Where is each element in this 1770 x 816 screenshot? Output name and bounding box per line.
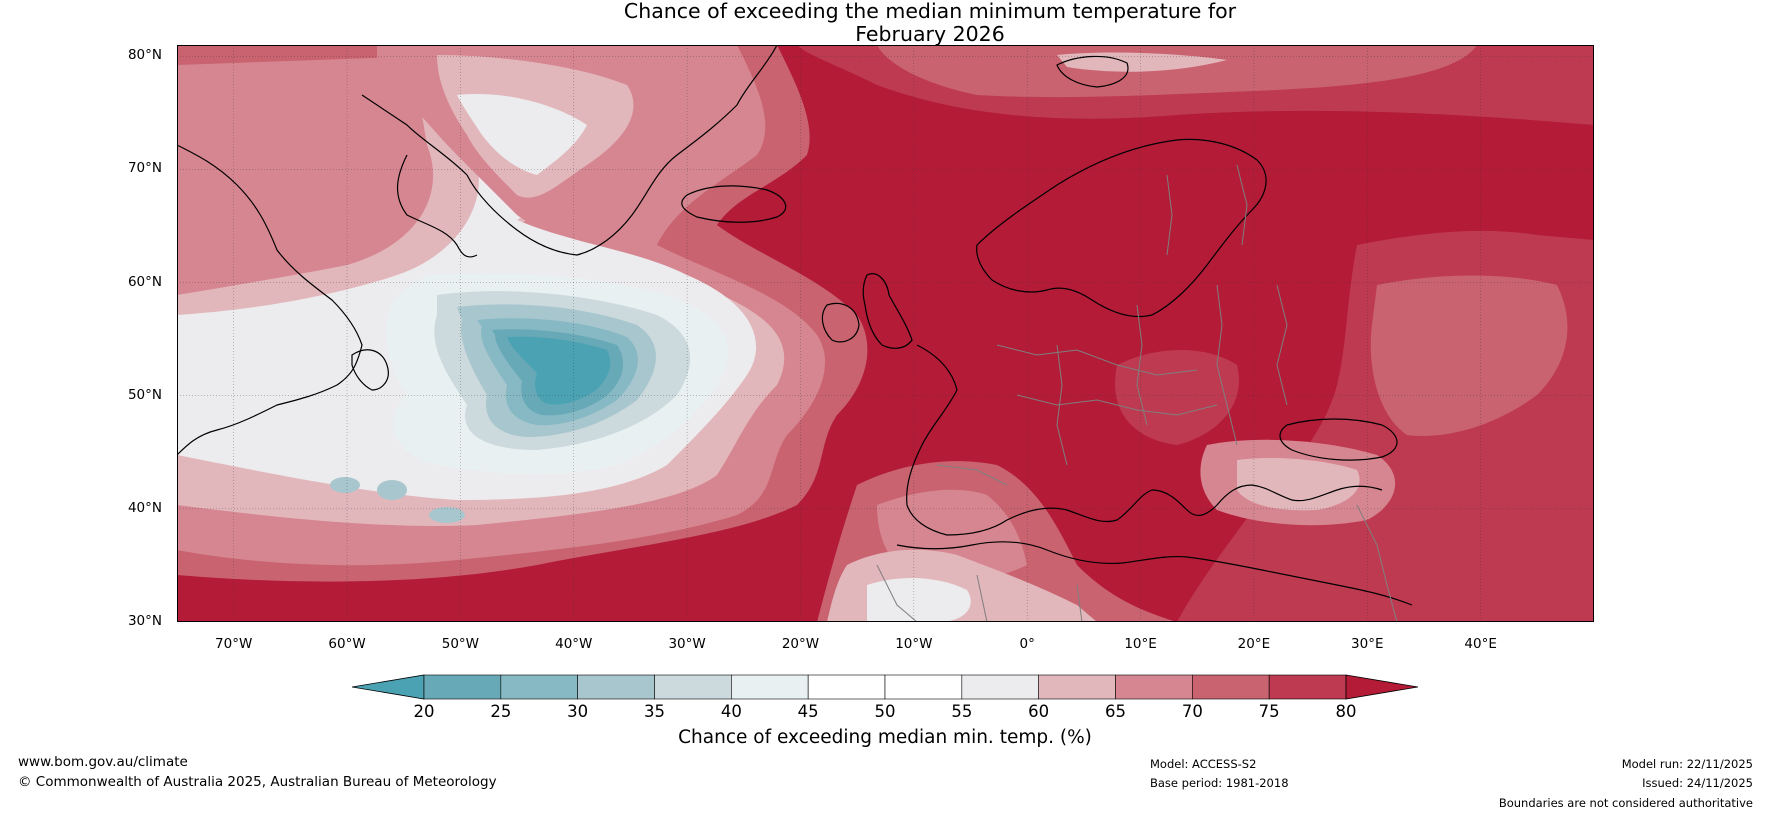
colorbar-tick-label: 65 [1105, 702, 1126, 721]
coast-labrador [177, 144, 363, 456]
longitude-label: 30°W [668, 636, 706, 652]
longitude-label: 10°E [1124, 636, 1157, 652]
longitude-label: 20°E [1237, 636, 1271, 652]
coast-greenland-south [396, 154, 478, 258]
colorbar-segment [1192, 674, 1270, 700]
colorbar-segment [654, 674, 732, 700]
longitude-label: 40°W [555, 636, 593, 652]
longitude-label: 50°W [441, 636, 480, 652]
longitude-label: 60°W [328, 636, 366, 652]
colorbar-segment [1115, 674, 1193, 700]
map-canvas [177, 45, 1594, 622]
coast-black-sea [1279, 418, 1398, 461]
latitude-label: 50°N [127, 386, 162, 403]
border-13 [1166, 174, 1173, 256]
longitude-label: 0° [1019, 636, 1035, 652]
longitude-label: 20°W [781, 636, 820, 652]
colorbar-tick-label: 60 [1028, 702, 1050, 721]
border-1 [996, 344, 1198, 376]
colorbar-tick-label: 70 [1181, 702, 1203, 721]
colorbar-extend-high [1345, 674, 1419, 700]
border-2 [1016, 394, 1218, 416]
longitude-label: 70°W [215, 636, 253, 652]
footer-issued: Issued: 24/11/2025 [1642, 776, 1753, 790]
colorbar-tick-label: 75 [1258, 702, 1280, 721]
footer-disclaimer: Boundaries are not considered authoritat… [1498, 796, 1753, 810]
latitude-label: 30°N [127, 613, 162, 629]
chart-title: Chance of exceeding the median minimum t… [0, 0, 1770, 46]
colorbar-segment [423, 674, 502, 700]
footer-model: Model: ACCESS-S2 [1150, 757, 1257, 771]
coast-svalbard [1056, 55, 1129, 88]
border-7 [936, 464, 1008, 486]
border-5 [1216, 284, 1238, 446]
cool-spot-2 [377, 480, 407, 500]
colorbar-segment [577, 674, 655, 700]
border-8 [876, 564, 918, 622]
longitude-label: 40°E [1464, 636, 1497, 652]
colorbar-label: Chance of exceeding median min. temp. (%… [678, 727, 1092, 748]
title-line-2: February 2026 [855, 22, 1005, 46]
coastlines [177, 45, 1413, 606]
colorbar-tick-label: 25 [490, 702, 512, 721]
colorbar-tick-label: 55 [951, 702, 973, 721]
border-10 [1076, 584, 1083, 622]
band-55-60-turkey [1237, 458, 1360, 511]
colorbar [351, 670, 1419, 716]
coast-newfoundland [351, 349, 389, 391]
coast-great-britain [862, 273, 913, 349]
map-frame [177, 45, 1594, 622]
coast-europe-west [906, 344, 1383, 536]
colorbar-tick-label: 30 [567, 702, 589, 721]
cool-spot-3 [429, 507, 465, 523]
colorbar-tick-label: 80 [1335, 702, 1357, 721]
colorbar-segment [1038, 674, 1116, 700]
colorbar-segment [884, 674, 963, 700]
coast-iceland [681, 185, 787, 223]
border-4 [1136, 304, 1148, 426]
border-6 [1276, 284, 1288, 406]
colorbar-segment [500, 674, 578, 700]
colorbar-tick-label: 50 [874, 702, 896, 721]
longitude-label: 10°W [895, 636, 933, 652]
cool-spot-1 [330, 477, 360, 493]
latitude-label: 60°N [127, 273, 162, 290]
band-45-55-north-africa [867, 578, 971, 622]
greenland-white-core [457, 94, 587, 175]
colorbar-segment [1268, 674, 1347, 700]
latitude-label: 40°N [127, 499, 162, 516]
colorbar-segment [961, 674, 1039, 700]
coast-greenland-east [361, 45, 778, 256]
border-3 [1056, 344, 1068, 466]
colorbar-tick-label: 40 [720, 702, 742, 721]
country-borders [876, 164, 1398, 622]
latitude-label: 70°N [127, 160, 162, 177]
coast-north-africa [896, 541, 1413, 606]
forecast-map [177, 45, 1594, 622]
border-12 [1236, 164, 1248, 246]
footer-copyright: © Commonwealth of Australia 2025, Austra… [18, 774, 497, 790]
footer-website: www.bom.gov.au/climate [18, 754, 188, 770]
coast-ireland [821, 302, 860, 343]
longitude-label: 30°E [1351, 636, 1384, 652]
colorbar-tick-label: 45 [797, 702, 819, 721]
colorbar-segment [731, 674, 809, 700]
colorbar-svg [351, 674, 1419, 700]
colorbar-tick-label: 35 [644, 702, 665, 721]
colorbar-tick-label: 20 [413, 702, 435, 721]
title-line-1: Chance of exceeding the median minimum t… [623, 0, 1237, 23]
border-9 [976, 574, 988, 622]
band-below-20-atlantic [507, 336, 611, 405]
latitude-label: 80°N [127, 47, 162, 64]
footer-model-run: Model run: 22/11/2025 [1621, 757, 1753, 771]
coast-scandinavia [976, 138, 1267, 318]
colorbar-segment [807, 674, 886, 700]
border-11 [1356, 504, 1398, 622]
band-55-60-arctic [1057, 52, 1227, 72]
footer-base-period: Base period: 1981-2018 [1150, 776, 1289, 790]
colorbar-extend-low [351, 674, 425, 700]
